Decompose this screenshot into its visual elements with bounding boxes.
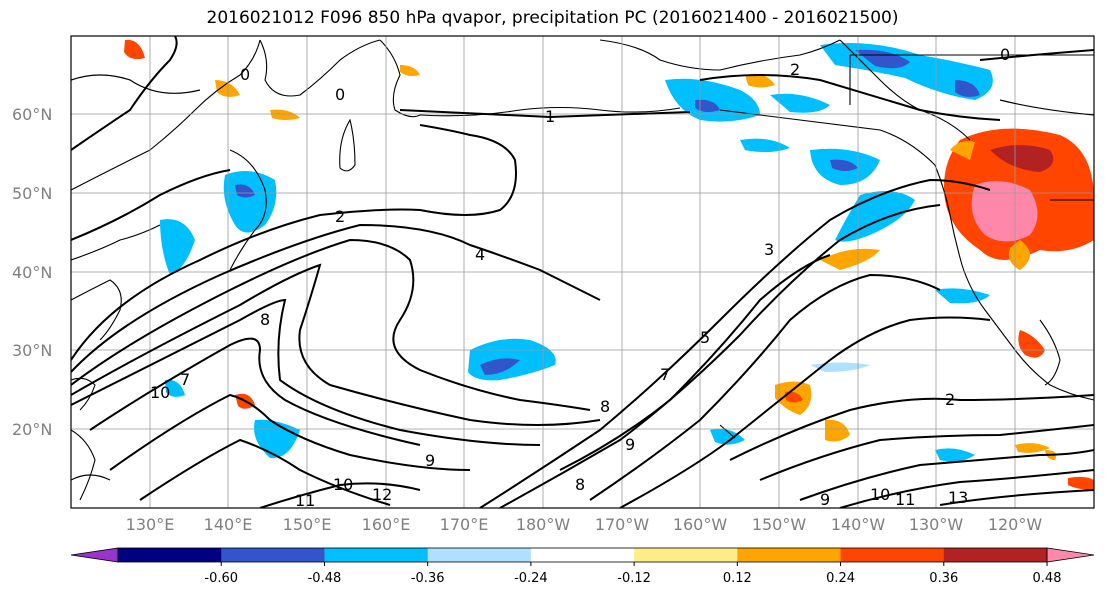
lon-label: 120°W <box>988 515 1043 534</box>
qvapor-contours <box>71 36 1094 508</box>
longitude-labels: 130°E 140°E 150°E 160°E 170°E 180°W 170°… <box>126 515 1043 534</box>
lon-label: 130°W <box>909 515 964 534</box>
contour-labels: 1 2 2 2 3 4 5 7 7 8 8 8 9 9 9 10 10 10 1… <box>150 45 1010 510</box>
contour-label: 10 <box>150 383 170 402</box>
map-frame <box>70 35 1095 509</box>
colorbar-tick-label: 0.24 <box>826 571 855 586</box>
lon-label: 180°W <box>516 515 571 534</box>
colorbar-tick-label: -0.12 <box>617 571 651 586</box>
colorbar-extend-high <box>1046 547 1095 563</box>
lat-label: 60°N <box>12 105 52 124</box>
contour-label: 3 <box>764 240 774 259</box>
contour-label: 4 <box>475 245 485 264</box>
contour-label: 11 <box>295 491 315 510</box>
contour-label: 0 <box>335 85 345 104</box>
lat-label: 30°N <box>12 341 52 360</box>
colorbar-tick-label: -0.48 <box>308 571 342 586</box>
contour-label: 2 <box>790 60 800 79</box>
lon-label: 150°E <box>283 515 332 534</box>
colorbar-extend-low <box>70 547 119 563</box>
contour-label: 5 <box>700 328 710 347</box>
contour-label: 12 <box>372 485 392 504</box>
contour-label: 10 <box>870 485 890 504</box>
colorbar-swatch <box>737 548 842 562</box>
contour-label: 1 <box>545 107 555 126</box>
lon-label: 140°W <box>831 515 886 534</box>
contour-label: 13 <box>948 488 968 507</box>
lon-label: 160°E <box>362 515 411 534</box>
lon-label: 170°W <box>595 515 650 534</box>
contour-label: 9 <box>820 490 830 509</box>
contour-label: 0 <box>1000 45 1010 64</box>
contour-label: 9 <box>625 435 635 454</box>
colorbar-swatch <box>427 548 532 562</box>
lat-label: 40°N <box>12 263 52 282</box>
latitude-labels: 60°N 50°N 40°N 30°N 20°N <box>12 105 52 439</box>
lon-label: 140°E <box>204 515 253 534</box>
colorbar-tick-label: -0.36 <box>411 571 445 586</box>
lon-label: 170°E <box>440 515 489 534</box>
colorbar-swatch <box>943 548 1048 562</box>
contour-label: 7 <box>180 370 190 389</box>
contour-label: 11 <box>895 490 915 509</box>
contour-label: 8 <box>600 397 610 416</box>
colorbar-tick-label: 0.48 <box>1033 571 1062 586</box>
colorbar-swatch <box>324 548 429 562</box>
contour-label: 9 <box>425 451 435 470</box>
contour-label: 2 <box>945 390 955 409</box>
contour-label: 7 <box>660 365 670 384</box>
lat-label: 50°N <box>12 184 52 203</box>
lon-label: 160°W <box>673 515 728 534</box>
gridlines <box>71 36 1094 508</box>
map-title: 2016021012 F096 850 hPa qvapor, precipit… <box>206 8 899 28</box>
colorbar-tick-label: 0.12 <box>723 571 752 586</box>
colorbar-swatch <box>840 548 945 562</box>
colorbar-swatch <box>634 548 738 562</box>
colorbar-swatch <box>118 548 222 562</box>
contour-label: 8 <box>260 310 270 329</box>
colorbar-tick-label: -0.60 <box>204 571 238 586</box>
lon-label: 150°W <box>752 515 807 534</box>
colorbar: -0.60 -0.48 -0.36 -0.24 -0.12 0.12 0.24 0.36 0.4… <box>70 547 1095 586</box>
contour-label: 8 <box>575 475 585 494</box>
colorbar-swatch <box>530 548 635 562</box>
colorbar-frame <box>117 547 1048 563</box>
contour-label: 2 <box>335 207 345 226</box>
thin-contours <box>71 74 1094 481</box>
contour-label: 10 <box>333 475 353 494</box>
map-area: 1 2 2 2 3 4 5 7 7 8 8 8 9 9 9 10 10 10 1… <box>71 36 1094 510</box>
lat-label: 20°N <box>12 420 52 439</box>
contour-label: 0 <box>240 65 250 84</box>
colorbar-tick-label: -0.24 <box>514 571 548 586</box>
lon-label: 130°E <box>126 515 175 534</box>
colorbar-swatch <box>221 548 325 562</box>
colorbar-tick-label: 0.36 <box>929 571 958 586</box>
